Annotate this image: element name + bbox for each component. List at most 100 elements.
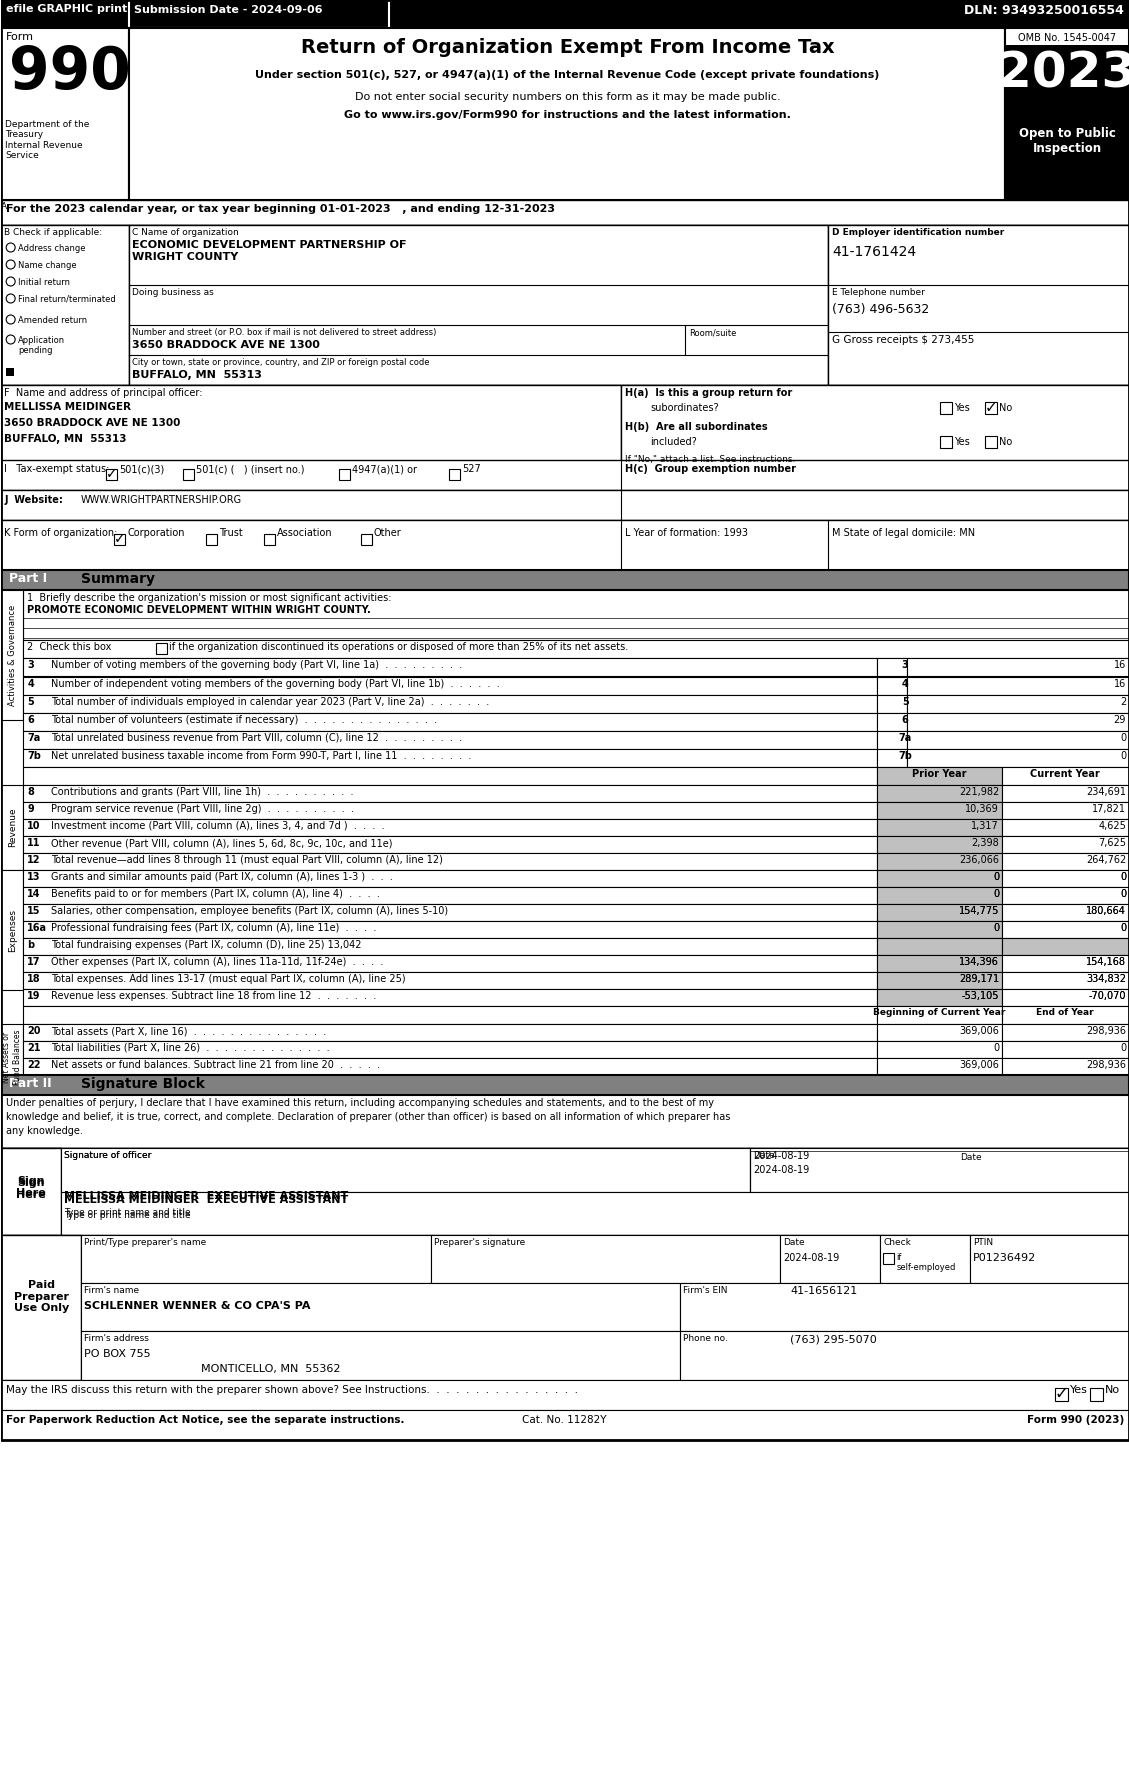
Text: PROMOTE ECONOMIC DEVELOPMENT WITHIN WRIGHT COUNTY.: PROMOTE ECONOMIC DEVELOPMENT WITHIN WRIG… <box>27 606 371 615</box>
Text: 3650 BRADDOCK AVE NE 1300: 3650 BRADDOCK AVE NE 1300 <box>5 419 181 427</box>
Bar <box>183 470 194 480</box>
Bar <box>877 1058 1003 1075</box>
Text: 0: 0 <box>1120 1044 1126 1053</box>
Text: Go to www.irs.gov/Form990 for instructions and the latest information.: Go to www.irs.gov/Form990 for instructio… <box>344 109 791 120</box>
Text: Firm's name: Firm's name <box>84 1286 139 1294</box>
Text: 154,775: 154,775 <box>959 906 999 917</box>
Text: Open to Public
Inspection: Open to Public Inspection <box>1018 127 1115 155</box>
Text: Amended return: Amended return <box>18 316 87 325</box>
Text: M State of legal domicile: MN: M State of legal domicile: MN <box>832 528 975 539</box>
Text: ✓: ✓ <box>106 468 117 482</box>
Text: Current Year: Current Year <box>1030 768 1100 779</box>
Text: 0: 0 <box>1120 924 1126 932</box>
Text: BUFFALO, MN  55313: BUFFALO, MN 55313 <box>132 371 262 380</box>
Text: H(b)  Are all subordinates: H(b) Are all subordinates <box>624 422 767 433</box>
Circle shape <box>6 314 15 323</box>
Text: 527: 527 <box>462 464 481 473</box>
Text: Total number of volunteers (estimate if necessary)  .  .  .  .  .  .  .  .  .  .: Total number of volunteers (estimate if … <box>51 715 437 726</box>
Text: Revenue less expenses. Subtract line 18 from line 12  .  .  .  .  .  .  .: Revenue less expenses. Subtract line 18 … <box>51 991 376 1001</box>
Bar <box>877 871 1003 887</box>
Bar <box>24 1040 877 1058</box>
Bar <box>881 1234 970 1284</box>
Text: I   Tax-exempt status:: I Tax-exempt status: <box>5 464 110 473</box>
Text: 2,398: 2,398 <box>971 839 999 848</box>
Bar <box>1 200 1129 224</box>
Bar <box>1005 44 1129 120</box>
Text: Under penalties of perjury, I declare that I have examined this return, includin: Under penalties of perjury, I declare th… <box>6 1098 715 1107</box>
Bar <box>431 1234 780 1284</box>
Bar <box>1 1095 1129 1148</box>
Text: 501(c) (   ) (insert no.): 501(c) ( ) (insert no.) <box>196 464 305 473</box>
Bar <box>6 367 15 376</box>
Text: 5: 5 <box>902 698 909 706</box>
Bar <box>1 1234 1129 1379</box>
Text: ECONOMIC DEVELOPMENT PARTNERSHIP OF
WRIGHT COUNTY: ECONOMIC DEVELOPMENT PARTNERSHIP OF WRIG… <box>132 240 406 261</box>
Bar <box>24 871 877 887</box>
Text: Part II: Part II <box>9 1077 52 1090</box>
Bar <box>106 470 117 480</box>
Bar <box>621 385 1129 480</box>
Text: 0: 0 <box>994 924 999 932</box>
Text: 6: 6 <box>902 715 909 726</box>
Text: Signature of officer: Signature of officer <box>64 1151 151 1160</box>
Bar <box>1056 1388 1068 1400</box>
Bar <box>681 1284 1129 1332</box>
Text: Application
pending: Application pending <box>18 336 65 355</box>
Text: Summary: Summary <box>81 572 155 586</box>
Text: 0: 0 <box>994 924 999 932</box>
Text: Total number of individuals employed in calendar year 2023 (Part V, line 2a)  . : Total number of individuals employed in … <box>51 698 489 706</box>
Bar <box>24 1007 877 1024</box>
Bar <box>1005 28 1129 200</box>
Text: Association: Association <box>277 528 333 539</box>
Bar <box>129 0 388 28</box>
Bar <box>877 835 1003 853</box>
Text: Number of independent voting members of the governing body (Part VI, line 1b)  .: Number of independent voting members of … <box>51 678 500 689</box>
Text: B Check if applicable:: B Check if applicable: <box>5 228 103 237</box>
Bar <box>877 676 908 696</box>
Text: 2024-08-19: 2024-08-19 <box>753 1151 809 1160</box>
Bar <box>877 853 1003 871</box>
Bar <box>1003 922 1129 938</box>
Text: 16: 16 <box>1113 678 1126 689</box>
Text: 334,832: 334,832 <box>1086 975 1126 984</box>
Bar <box>877 955 1003 971</box>
Bar <box>1 459 1129 489</box>
Text: Trust: Trust <box>219 528 243 539</box>
Bar <box>780 1234 881 1284</box>
Text: Date: Date <box>784 1238 805 1247</box>
Bar <box>24 731 877 749</box>
Bar <box>1 28 1129 200</box>
Bar <box>1003 955 1129 971</box>
Text: -70,070: -70,070 <box>1088 991 1126 1001</box>
Text: Grants and similar amounts paid (Part IX, column (A), lines 1-3 )  .  .  .: Grants and similar amounts paid (Part IX… <box>51 872 393 881</box>
Text: Yes: Yes <box>1070 1385 1088 1395</box>
Bar <box>1 28 129 200</box>
Bar <box>877 922 1003 938</box>
Text: Yes: Yes <box>954 436 970 447</box>
Bar <box>877 887 1003 904</box>
Text: Date: Date <box>753 1151 774 1160</box>
Text: 134,396: 134,396 <box>960 957 999 968</box>
Text: MONTICELLO, MN  55362: MONTICELLO, MN 55362 <box>201 1363 341 1374</box>
Bar <box>829 224 1129 385</box>
Text: 4947(a)(1) or: 4947(a)(1) or <box>352 464 417 473</box>
Text: 0: 0 <box>1120 872 1126 881</box>
Text: Net Assets or
Fund Balances: Net Assets or Fund Balances <box>2 1030 21 1084</box>
Bar <box>1003 853 1129 871</box>
Text: 0: 0 <box>994 888 999 899</box>
Bar <box>24 639 1129 659</box>
Bar <box>24 802 877 819</box>
Text: Type or print name and title: Type or print name and title <box>64 1208 191 1217</box>
Text: Sign
Here: Sign Here <box>16 1178 46 1199</box>
Text: 0: 0 <box>994 872 999 881</box>
Text: For the 2023 calendar year, or tax year beginning 01-01-2023   , and ending 12-3: For the 2023 calendar year, or tax year … <box>6 205 555 214</box>
Bar <box>1 224 129 385</box>
Bar <box>986 436 997 449</box>
Bar <box>877 731 908 749</box>
Text: D Employer identification number: D Employer identification number <box>832 228 1005 237</box>
Text: No: No <box>999 436 1013 447</box>
Bar <box>877 819 1003 835</box>
Text: 21: 21 <box>27 1044 41 1053</box>
Text: 0: 0 <box>1120 872 1126 881</box>
Text: 4: 4 <box>902 678 909 689</box>
